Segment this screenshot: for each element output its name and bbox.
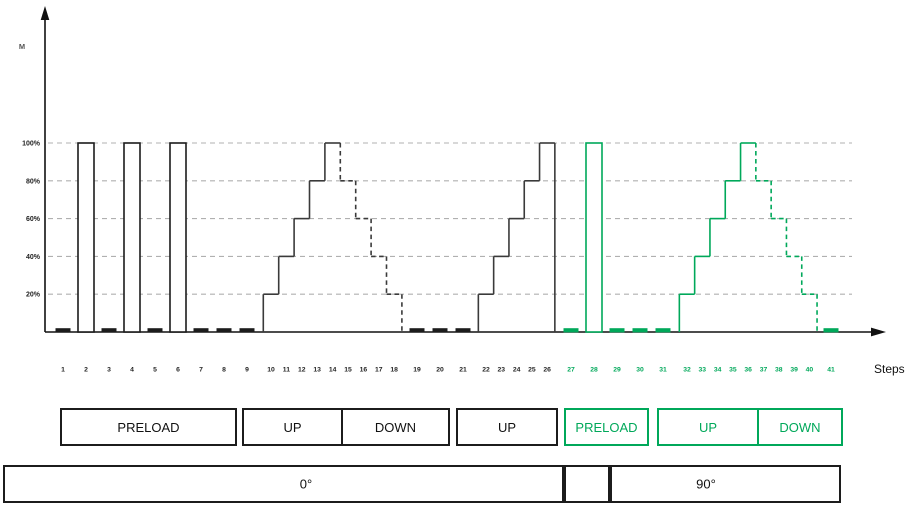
step-number-8: 8 bbox=[222, 367, 226, 374]
step-number-40: 40 bbox=[806, 367, 814, 374]
step-bar-6 bbox=[169, 142, 187, 333]
step-number-30: 30 bbox=[636, 367, 644, 374]
angle-label-0deg: 0° bbox=[299, 476, 313, 492]
step-dash-3 bbox=[101, 328, 117, 333]
step-number-19: 19 bbox=[413, 367, 421, 374]
step-number-1: 1 bbox=[61, 367, 65, 374]
y-tick-label-100%: 100% bbox=[22, 141, 41, 148]
phase-box-up-down-black: UP DOWN bbox=[242, 408, 450, 446]
step-number-31: 31 bbox=[659, 367, 667, 374]
step-dash-20 bbox=[432, 328, 448, 333]
step-number-22: 22 bbox=[482, 367, 490, 374]
step-number-24: 24 bbox=[513, 367, 521, 374]
step-dash-41 bbox=[823, 328, 839, 333]
phase-box-up2-black: UP bbox=[456, 408, 558, 446]
step-number-27: 27 bbox=[567, 367, 575, 374]
step-number-13: 13 bbox=[313, 367, 321, 374]
step-number-3: 3 bbox=[107, 367, 111, 374]
angle-box-0deg: 0° bbox=[3, 465, 564, 503]
y-tick-label-80%: 80% bbox=[26, 178, 41, 185]
x-axis-arrow bbox=[871, 327, 886, 337]
angle-box-90deg: 90° bbox=[610, 465, 841, 503]
step-bar-2 bbox=[77, 142, 95, 333]
y-tick-label-20%: 20% bbox=[26, 292, 41, 299]
phase-box-preload-black: PRELOAD bbox=[60, 408, 237, 446]
phase-label-preload-green: PRELOAD bbox=[575, 419, 638, 435]
y-tick-label-40%: 40% bbox=[26, 254, 41, 261]
phase-label-up2-black: UP bbox=[497, 419, 517, 435]
step-number-5: 5 bbox=[153, 367, 157, 374]
step-number-39: 39 bbox=[790, 367, 798, 374]
y-tick-label-60%: 60% bbox=[26, 216, 41, 223]
step-number-15: 15 bbox=[344, 367, 352, 374]
step-number-28: 28 bbox=[590, 367, 598, 374]
phase-box-preload-green: PRELOAD bbox=[564, 408, 649, 446]
step-dash-31 bbox=[655, 328, 671, 333]
phase-label-up-green: UP bbox=[698, 419, 718, 435]
step-number-9: 9 bbox=[245, 367, 249, 374]
step-number-41: 41 bbox=[827, 367, 835, 374]
phase-label-down-black: DOWN bbox=[341, 410, 448, 444]
step-dash-19 bbox=[409, 328, 425, 333]
step-number-10: 10 bbox=[267, 367, 275, 374]
step-number-35: 35 bbox=[729, 367, 737, 374]
step-dash-27 bbox=[563, 328, 579, 333]
step-number-4: 4 bbox=[130, 367, 134, 374]
step-number-14: 14 bbox=[329, 367, 337, 374]
step-dash-8 bbox=[216, 328, 232, 333]
step-number-36: 36 bbox=[744, 367, 752, 374]
angle-box-transition bbox=[564, 465, 610, 503]
step-number-17: 17 bbox=[375, 367, 383, 374]
step-number-20: 20 bbox=[436, 367, 444, 374]
step-number-16: 16 bbox=[360, 367, 368, 374]
step-dash-7 bbox=[193, 328, 209, 333]
step-number-6: 6 bbox=[176, 367, 180, 374]
x-axis-label: Steps bbox=[874, 362, 905, 376]
step-number-34: 34 bbox=[714, 367, 722, 374]
step-dash-21 bbox=[455, 328, 471, 333]
step-number-21: 21 bbox=[459, 367, 467, 374]
step-dash-9 bbox=[239, 328, 255, 333]
phase-box-up-down-green: UP DOWN bbox=[657, 408, 843, 446]
y-axis-label: M bbox=[19, 42, 25, 51]
phase-label-down-green: DOWN bbox=[757, 410, 841, 444]
step-number-7: 7 bbox=[199, 367, 203, 374]
step-bar-4 bbox=[123, 142, 141, 333]
step-number-25: 25 bbox=[528, 367, 536, 374]
step-number-32: 32 bbox=[683, 367, 691, 374]
step-dash-1 bbox=[55, 328, 71, 333]
step-number-29: 29 bbox=[613, 367, 621, 374]
step-number-33: 33 bbox=[699, 367, 707, 374]
step-number-23: 23 bbox=[498, 367, 506, 374]
step-number-12: 12 bbox=[298, 367, 306, 374]
step-dash-29 bbox=[609, 328, 625, 333]
phase-label-preload-black: PRELOAD bbox=[117, 419, 180, 435]
step-number-37: 37 bbox=[760, 367, 768, 374]
step-number-2: 2 bbox=[84, 367, 88, 374]
step-number-18: 18 bbox=[390, 367, 398, 374]
step-number-26: 26 bbox=[543, 367, 551, 374]
step-number-38: 38 bbox=[775, 367, 783, 374]
phase-label-up-black: UP bbox=[283, 419, 302, 435]
y-axis-arrow bbox=[40, 6, 50, 20]
step-number-11: 11 bbox=[283, 367, 290, 374]
step-dash-30 bbox=[632, 328, 648, 333]
step-dash-5 bbox=[147, 328, 163, 333]
step-bar-28 bbox=[585, 142, 603, 333]
angle-label-90deg: 90° bbox=[696, 476, 716, 492]
